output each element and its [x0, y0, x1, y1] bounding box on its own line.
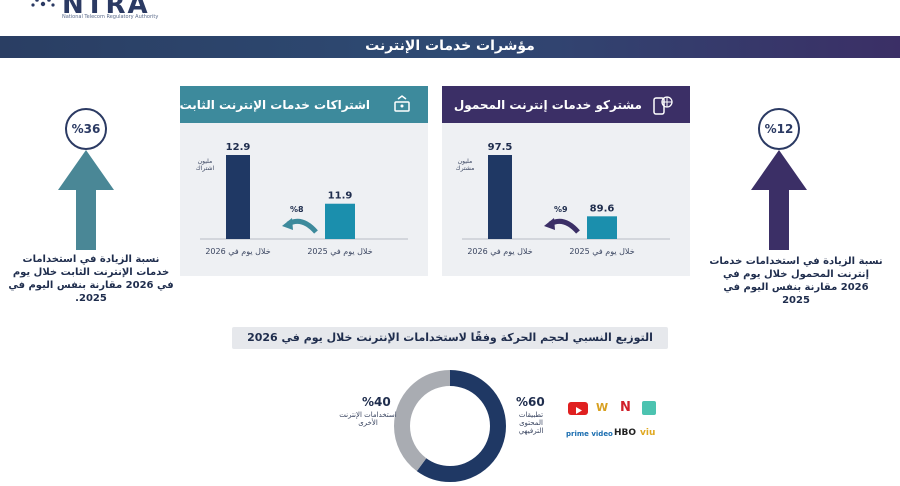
fixed-up-arrow-icon — [58, 150, 114, 250]
mobile-increase-circle: %12 — [758, 108, 800, 150]
fixed-change-label: %8 — [290, 205, 304, 214]
fixed-category-label-1: خلال يوم في 2026 — [205, 247, 270, 256]
fixed-panel-header: اشتراكات خدمات الإنترنت الثابت — [180, 86, 428, 123]
fixed-value-label-1: 12.9 — [226, 142, 251, 153]
mobile-internet-panel: مشتركو خدمات إنترنت المحمول مليون مشترك … — [442, 86, 690, 276]
logo-subtitle: National Telecom Regulatory Authority — [62, 14, 159, 20]
donut-slice-2 — [394, 370, 506, 482]
mobile-category-label-1: خلال يوم في 2026 — [467, 247, 532, 256]
mobile-globe-icon — [653, 96, 673, 115]
mobile-value-label-1: 97.5 — [488, 142, 513, 153]
fixed-bar-2 — [325, 203, 355, 239]
fixed-panel-title: اشتراكات خدمات الإنترنت الثابت — [179, 98, 370, 112]
fixed-increase-circle: %36 — [65, 108, 107, 150]
router-icon — [394, 95, 410, 112]
fixed-change-arrow-icon — [282, 218, 318, 234]
ntra-logo: NTRA National Telecom Regulatory Authori… — [28, 0, 168, 24]
mobile-value-label-2: 89.6 — [590, 203, 615, 214]
netflix-icon: N — [620, 400, 631, 415]
other-usage-label: استخدامات الإنترنت الأخرى — [339, 411, 397, 427]
fixed-internet-panel: اشتراكات خدمات الإنترنت الثابت مليون اشت… — [180, 86, 428, 276]
mobile-unit-label: مليون مشترك — [455, 158, 475, 172]
youtube-icon — [568, 402, 588, 415]
hbo-icon: HBO — [614, 428, 637, 438]
distribution-title: التوزيع النسبي لحجم الحركة وفقًا لاستخدا… — [247, 331, 653, 344]
fixed-bar-chart: 12.9 خلال يوم في 2026 11.9 خلال يوم في 2025 — [200, 142, 408, 256]
shahid-icon — [642, 401, 656, 415]
distribution-title-bar: التوزيع النسبي لحجم الحركة وفقًا لاستخدا… — [232, 327, 668, 349]
mobile-bar-1 — [488, 155, 512, 239]
entertainment-percent: %60 — [516, 395, 545, 409]
fixed-category-label-2: خلال يوم في 2025 — [307, 247, 372, 256]
prime-video-icon: prime video — [566, 430, 613, 438]
fixed-value-label-2: 11.9 — [328, 191, 353, 202]
traffic-donut-chart — [394, 370, 506, 482]
mobile-panel-title: مشتركو خدمات إنترنت المحمول — [453, 98, 642, 112]
fixed-bar-1 — [226, 155, 250, 239]
entertainment-label: تطبيقات المحتوى الترفيهي — [518, 411, 544, 435]
other-usage-percent: %40 — [362, 395, 391, 409]
mobile-panel-header: مشتركو خدمات إنترنت المحمول — [442, 86, 690, 123]
logo-name: NTRA — [62, 0, 150, 20]
mobile-bar-chart: 97.5 خلال يوم في 2026 89.6 خلال يوم في 2025 — [462, 142, 670, 256]
viu-icon: viu — [640, 428, 656, 438]
mobile-increase-text: نسبة الزيادة في استخدامات خدمات إنترنت ا… — [709, 256, 883, 306]
mobile-change-label: %9 — [554, 205, 568, 214]
fixed-increase-text: نسبة الزيادة في استخدامات خدمات الإنترنت… — [8, 254, 174, 304]
logo-dots-icon — [31, 0, 55, 7]
mobile-up-arrow-icon — [751, 150, 807, 250]
watchit-icon: W — [596, 401, 609, 414]
page-title: مؤشرات خدمات الإنترنت — [365, 38, 535, 54]
mobile-bar-2 — [587, 216, 617, 239]
title-bar: مؤشرات خدمات الإنترنت — [0, 36, 900, 58]
fixed-unit-label: مليون اشتراك — [195, 158, 215, 172]
mobile-category-label-2: خلال يوم في 2025 — [569, 247, 634, 256]
mobile-change-arrow-icon — [544, 218, 580, 234]
